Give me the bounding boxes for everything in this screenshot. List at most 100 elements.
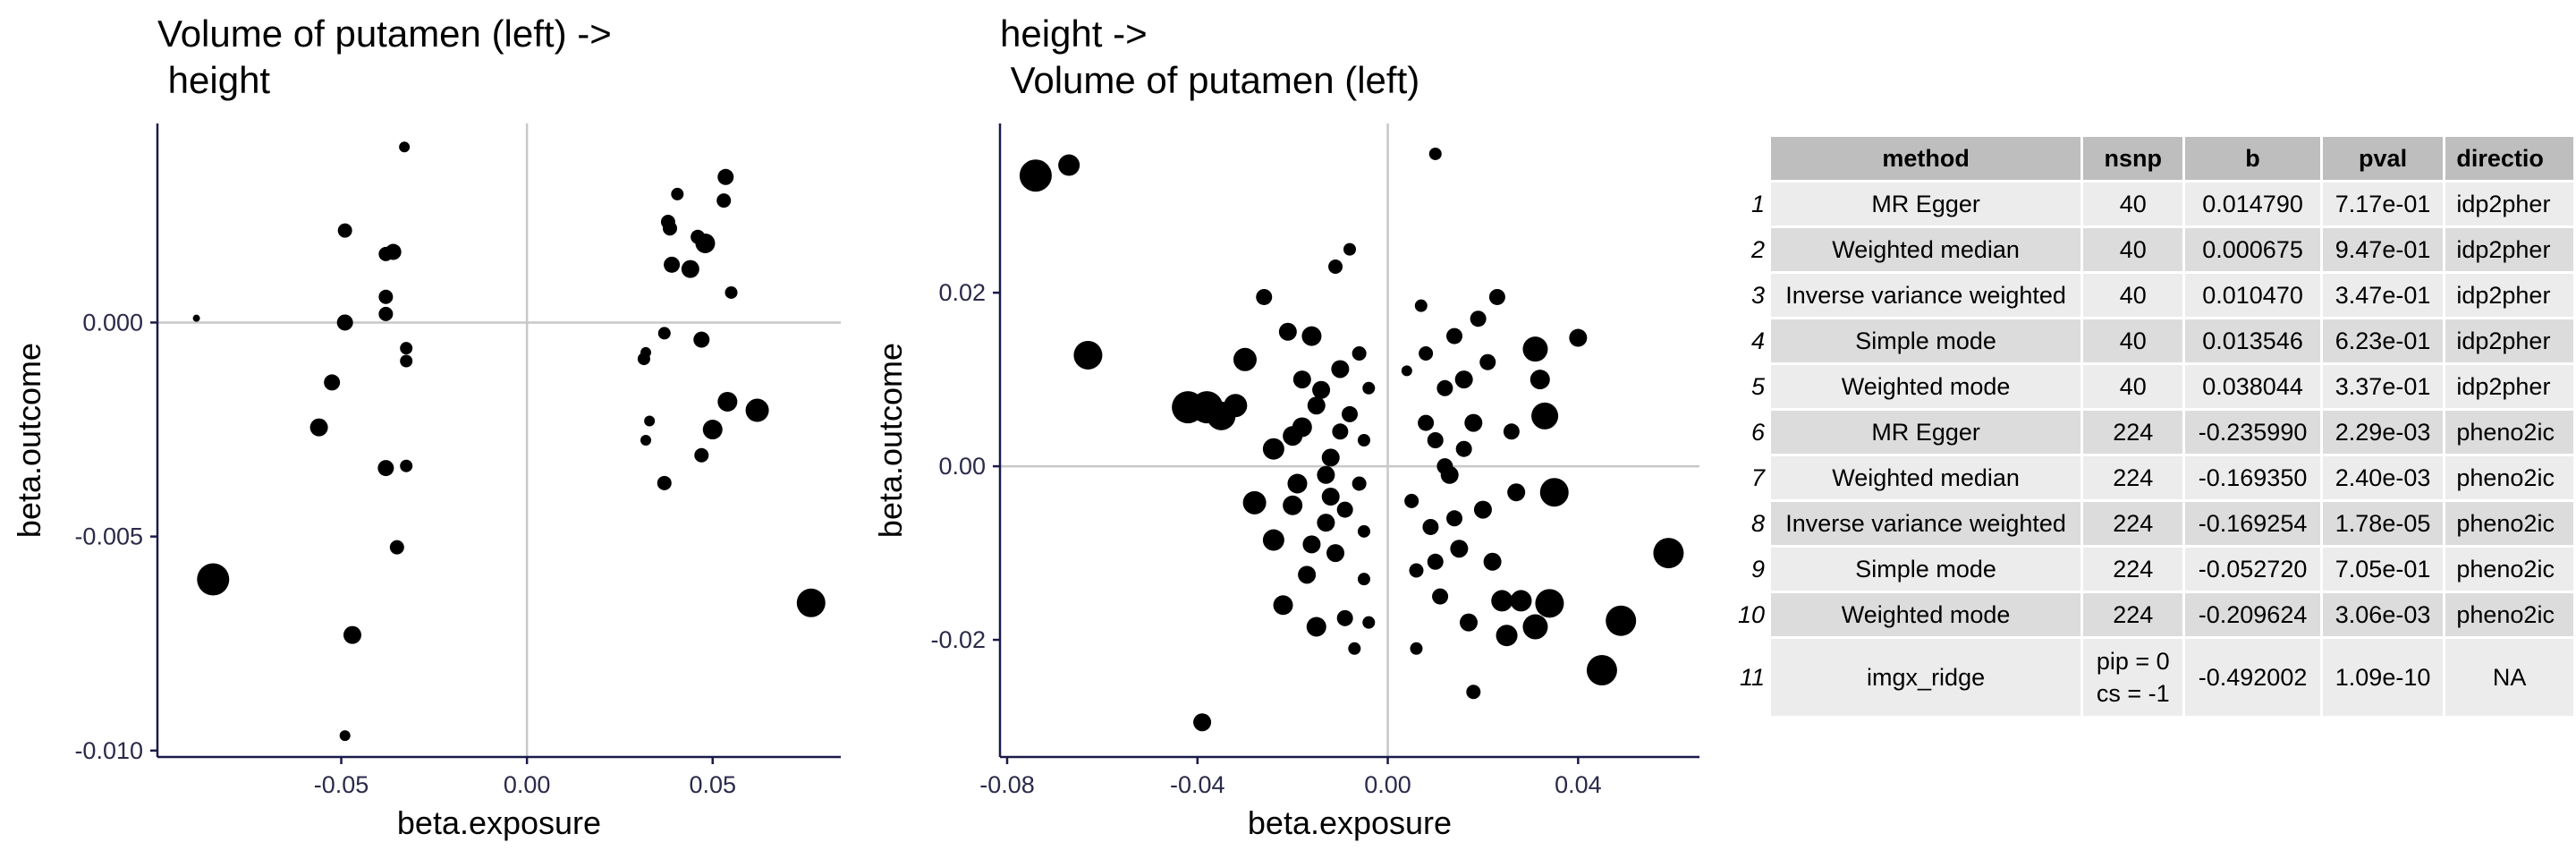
data-point (716, 193, 732, 208)
data-point (1479, 353, 1496, 370)
data-point (1357, 434, 1370, 447)
x-tick-label: -0.05 (314, 771, 369, 798)
cell-b: 0.010470 (2185, 274, 2320, 317)
chart-title-line-1: height -> (1000, 13, 1148, 55)
data-point (1336, 501, 1353, 518)
y-tick-label: 0.000 (82, 309, 143, 336)
table-row: 7 Weighted median 224 -0.169350 2.40e-03 phen… (1738, 456, 2573, 499)
data-point (1653, 538, 1684, 569)
data-point (657, 475, 672, 490)
data-point (1531, 402, 1559, 430)
data-point (1317, 465, 1335, 484)
data-point (717, 391, 738, 412)
cell-method: Weighted median (1771, 456, 2081, 499)
data-point (1302, 535, 1321, 554)
data-point (671, 187, 684, 200)
data-point (1464, 413, 1483, 432)
chart-title-line-1: Volume of putamen (left) -> (157, 13, 612, 55)
data-point (1535, 589, 1564, 618)
y-tick-label: -0.005 (74, 523, 143, 550)
y-tick-label: -0.02 (930, 626, 986, 653)
cell-direction: idp2pher (2445, 274, 2573, 317)
data-point (657, 327, 671, 340)
cell-direction: pheno2ic (2445, 411, 2573, 454)
data-point (1418, 414, 1435, 431)
cell-pval: 7.17e-01 (2322, 183, 2444, 225)
cell-b: -0.209624 (2185, 593, 2320, 636)
data-point (378, 289, 394, 304)
cell-nsnp: 40 (2083, 183, 2183, 225)
data-point (1357, 524, 1370, 538)
x-tick-label: 0.05 (689, 771, 736, 798)
data-point (1539, 478, 1569, 507)
row-index: 4 (1751, 327, 1766, 354)
data-point (1326, 544, 1345, 563)
table-row: 8 Inverse variance weighted 224 -0.169254 1.… (1738, 502, 2573, 545)
data-point (1427, 432, 1444, 448)
data-point (1473, 500, 1492, 519)
y-tick-label: 0.02 (938, 279, 986, 306)
table-row: 1 MR Egger 40 0.014790 7.17e-01 idp2pher (1738, 183, 2573, 225)
cell-direction: idp2pher (2445, 365, 2573, 408)
cell-direction: pheno2ic (2445, 593, 2573, 636)
data-point (1357, 573, 1370, 586)
x-tick-label: 0.04 (1555, 771, 1602, 798)
data-point (1343, 242, 1356, 256)
data-point (399, 141, 411, 153)
data-point (1242, 490, 1267, 515)
cell-method: imgx_ridge (1771, 639, 2081, 716)
cell-direction: idp2pher (2445, 183, 2573, 225)
data-point (336, 314, 353, 331)
y-axis-label: beta.outcome (11, 343, 47, 538)
cell-nsnp: 224 (2083, 456, 2183, 499)
data-point (1073, 340, 1103, 370)
data-point (1301, 326, 1322, 346)
column-header-pval: pval (2322, 137, 2444, 180)
data-point (1496, 625, 1518, 647)
data-point (1321, 448, 1340, 467)
row-index: 8 (1751, 509, 1766, 537)
data-point (1317, 514, 1335, 532)
cell-nsnp: 40 (2083, 228, 2183, 271)
table-row: 9 Simple mode 224 -0.052720 7.05e-01 pheno2ic (1738, 548, 2573, 591)
data-point (1470, 310, 1487, 327)
data-point (1224, 394, 1248, 418)
data-point (1436, 379, 1453, 396)
data-point (1292, 370, 1311, 389)
cell-pval: 3.37e-01 (2322, 365, 2444, 408)
cell-pval: 9.47e-01 (2322, 228, 2444, 271)
data-point (1283, 495, 1303, 515)
data-point (1455, 440, 1472, 457)
data-point (1362, 616, 1376, 629)
y-tick-label: 0.00 (938, 453, 986, 480)
cell-nsnp: 40 (2083, 319, 2183, 362)
data-point (796, 588, 826, 617)
data-point (377, 460, 394, 477)
cell-nsnp: 224 (2083, 593, 2183, 636)
x-tick-label: -0.08 (979, 771, 1035, 798)
table-row: 10 Weighted mode 224 -0.209624 3.06e-03 pheno… (1738, 593, 2573, 636)
cell-b: -0.235990 (2185, 411, 2320, 454)
cell-b: -0.169350 (2185, 456, 2320, 499)
cell-method: Weighted mode (1771, 365, 2081, 408)
cell-b: -0.492002 (2185, 639, 2320, 716)
data-point (640, 435, 652, 446)
data-point (693, 331, 710, 348)
data-point (1332, 423, 1349, 440)
data-point (1352, 476, 1367, 491)
cell-b: 0.000675 (2185, 228, 2320, 271)
data-point (1321, 488, 1340, 506)
cell-b: -0.169254 (2185, 502, 2320, 545)
data-point (400, 459, 413, 472)
row-index: 7 (1751, 464, 1766, 491)
data-point (389, 540, 404, 555)
data-point (192, 314, 200, 322)
data-point (1404, 493, 1419, 508)
data-point (385, 243, 402, 260)
cell-direction: idp2pher (2445, 228, 2573, 271)
cell-nsnp-line: pip = 0 (2096, 648, 2170, 675)
table-row: 4 Simple mode 40 0.013546 6.23e-01 idp2pher (1738, 319, 2573, 362)
data-point (1233, 347, 1257, 371)
data-point (1401, 365, 1412, 377)
